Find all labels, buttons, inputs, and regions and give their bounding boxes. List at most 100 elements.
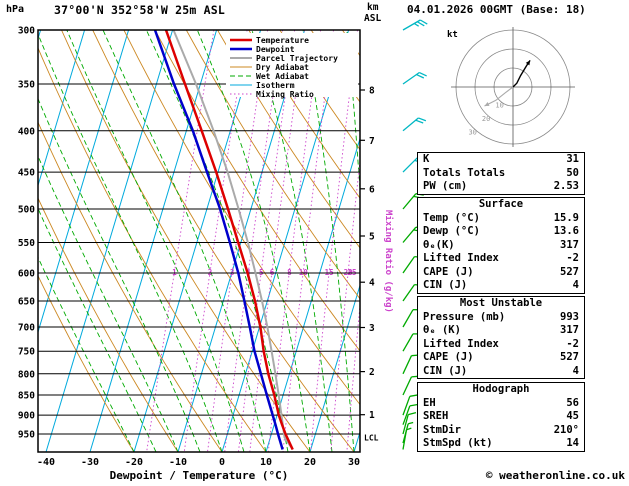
isotherm-line (309, 283, 360, 452)
index-row: StmSpd (kt) 14 (418, 437, 584, 451)
index-label: θₑ(K) (423, 238, 455, 251)
index-value: 317 (560, 324, 579, 336)
hodograph-ring-label: 20 (482, 115, 490, 123)
mixing-ratio-line (183, 30, 248, 452)
index-value: 993 (560, 310, 579, 323)
index-value: 210° (553, 423, 579, 436)
plot-border (37, 29, 361, 453)
wind-barb (402, 412, 417, 435)
legend-item-label: Isotherm (256, 81, 295, 90)
index-row: PW (cm) 2.53 (418, 180, 584, 194)
index-value: 13.6 (553, 225, 579, 237)
pressure-tick-label: 400 (18, 126, 35, 137)
index-label: Lifted Index (423, 337, 499, 350)
index-value: 317 (560, 238, 579, 251)
temperature-tick-label: -10 (169, 457, 187, 468)
table-section-title: Hodograph (472, 383, 530, 395)
pressure-tick-label: 850 (18, 391, 35, 402)
temperature-tick-label: -30 (81, 457, 99, 468)
hodograph-plot: 10 20 30 kt (447, 27, 575, 147)
isotherm-line (265, 136, 360, 452)
isotherm-line (221, 30, 350, 452)
index-label: StmSpd (kt) (423, 437, 493, 449)
index-label: θₑ (K) (423, 324, 461, 336)
pressure-tick-label: 300 (18, 26, 35, 37)
index-value: 4 (572, 364, 579, 377)
pressure-tick-label: 900 (18, 411, 35, 422)
pressure-tick-label: 650 (18, 297, 35, 308)
index-label: Temp (°C) (423, 211, 480, 224)
index-value: 527 (560, 265, 579, 278)
isotherm-line (177, 30, 306, 452)
wet-adiabat-line (346, 30, 360, 196)
km-tick-label: 1 (369, 410, 375, 421)
index-row: CIN (J) 4 (418, 365, 584, 379)
parcel-trajectory-line (172, 30, 294, 451)
temperature-tick-label: 30 (348, 457, 360, 468)
index-row: CIN (J) 4 (418, 279, 584, 293)
index-row: Pressure (mb) 993 (418, 311, 584, 325)
index-row: θₑ (K) 317 (418, 324, 584, 338)
wet-adiabat-line (66, 30, 245, 452)
index-value: -2 (566, 252, 579, 264)
index-label: CIN (J) (423, 279, 468, 291)
pressure-tick-label: 350 (18, 80, 35, 91)
mixing-ratio-line (207, 30, 269, 452)
wind-barb (402, 394, 418, 416)
pressure-tick-label: 800 (18, 369, 35, 380)
pressure-tick-label: 750 (18, 347, 35, 358)
legend-background (226, 33, 358, 97)
temperature-tick-label: 10 (260, 457, 272, 468)
mixing-ratio-line (237, 30, 296, 452)
index-label: PW (cm) (423, 180, 468, 192)
index-row: Temp (°C) 15.9 (418, 212, 584, 226)
legend-item-label: Wet Adiabat (256, 71, 309, 81)
wind-barb (402, 71, 427, 85)
dewpoint-line (153, 30, 284, 450)
pressure-axis-unit: hPa (6, 4, 25, 15)
temperature-tick-label: 0 (219, 457, 225, 468)
mixing-ratio-line (224, 30, 284, 452)
index-value: 4 (572, 279, 579, 291)
hodograph-ring-label: 30 (468, 128, 476, 136)
km-tick-label: 7 (369, 136, 375, 147)
legend-item-label: Parcel Trajectory (256, 53, 338, 63)
hodograph-unit-label: kt (447, 30, 458, 40)
temperature-axis-label: Dewpoint / Temperature (°C) (109, 469, 289, 482)
km-tick-label: 5 (369, 232, 375, 243)
index-label: Lifted Index (423, 252, 499, 264)
km-tick-label: 4 (369, 278, 375, 289)
index-value: 50 (566, 166, 579, 179)
sounding-profiles (153, 30, 294, 451)
index-label: K (423, 153, 430, 165)
index-label: Dewp (°C) (423, 225, 480, 237)
station-title: 37°00'N 352°58'W 25m ASL (54, 3, 225, 17)
index-row: Totals Totals 50 (418, 167, 584, 181)
index-row: SREH 45 (418, 410, 584, 424)
wind-barb (402, 19, 428, 31)
index-row: Dewp (°C) 13.6 (418, 225, 584, 239)
isotherm-line (89, 30, 218, 452)
index-row: K 31 (418, 153, 584, 167)
index-label: StmDir (423, 423, 461, 436)
legend-item-label: Temperature (256, 36, 309, 45)
temperature-tick-label: -40 (37, 457, 55, 468)
hodograph-trace (512, 60, 531, 88)
table-section-title: Most Unstable (459, 297, 543, 309)
index-label: SREH (423, 410, 449, 422)
index-label: EH (423, 396, 436, 409)
isotherm-line (133, 30, 262, 452)
index-row: Lifted Index -2 (418, 338, 584, 352)
km-tick-label: 8 (369, 86, 375, 97)
hodograph-table: Hodograph EH 56 SREH 45 StmDir 210° StmSpd (kt)… (417, 382, 585, 452)
wind-barb (402, 427, 412, 450)
dry-adiabat-line (185, 30, 360, 300)
index-row: EH 56 (418, 397, 584, 411)
mixing-ratio-axis-label: Mixing Ratio (g/kg) (383, 210, 393, 313)
surface-table: Surface Temp (°C) 15.9 Dewp (°C) 13.6 θₑ(K) 31… (417, 197, 585, 294)
temperature-tick-label: -20 (125, 457, 143, 468)
index-value: 56 (566, 396, 579, 409)
